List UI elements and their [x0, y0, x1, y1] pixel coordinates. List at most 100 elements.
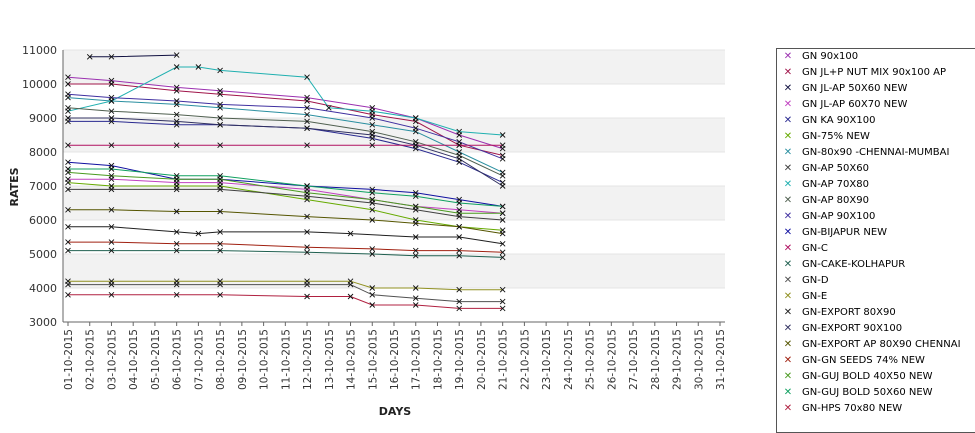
legend-label: GN-AP 90X100	[802, 211, 876, 222]
legend-item: ✕ GN-E	[777, 289, 975, 305]
legend-item: ✕ GN KA 90X100	[777, 113, 975, 129]
data-point-marker	[65, 186, 71, 193]
series	[65, 247, 506, 261]
x-axis-title: DAYS	[379, 405, 412, 418]
legend-marker-icon: ✕	[783, 99, 793, 110]
data-point-marker	[108, 142, 115, 149]
data-point-marker	[499, 217, 506, 223]
legend-item: ✕ GN-CAKE-KOLHAPUR	[777, 257, 975, 273]
y-tick-label: 11000	[22, 44, 57, 57]
legend-label: GN JL+P NUT MIX 90x100 AP	[802, 67, 946, 78]
x-tick-label: 24-10-2015	[563, 329, 575, 390]
x-tick-label: 22-10-2015	[519, 329, 531, 390]
y-tick-label: 6000	[29, 214, 57, 227]
x-tick-label: 20-10-2015	[476, 329, 488, 390]
series	[65, 142, 506, 149]
data-point-marker	[499, 172, 506, 179]
series	[65, 64, 506, 138]
data-point-marker	[499, 203, 506, 210]
legend-item: ✕ GN-GUJ BOLD 40X50 NEW	[777, 369, 975, 385]
legend-label: GN-BIJAPUR NEW	[802, 227, 888, 238]
legend-item: ✕ GN-80x90 -CHENNAI-MUMBAI	[777, 145, 975, 161]
data-point-marker	[108, 223, 115, 230]
data-point-marker	[65, 179, 71, 186]
data-point-marker	[173, 278, 180, 285]
data-point-marker	[499, 254, 506, 261]
legend-item: ✕ GN JL+P NUT MIX 90x100 AP	[777, 65, 975, 81]
data-point-marker	[369, 302, 376, 308]
data-point-marker	[412, 247, 419, 254]
data-point-marker	[108, 94, 115, 101]
y-tick-label: 3000	[29, 316, 57, 329]
data-point-marker	[65, 223, 71, 230]
data-point-marker	[173, 247, 180, 254]
data-point-marker	[304, 293, 310, 300]
data-point-marker	[499, 298, 506, 305]
series-line	[68, 284, 503, 303]
data-point-marker	[369, 285, 376, 291]
grid-band	[63, 118, 725, 152]
data-point-marker	[173, 98, 180, 104]
y-axis-title: RATES	[8, 167, 21, 206]
data-point-marker	[304, 125, 310, 132]
data-point-marker	[108, 81, 115, 87]
data-point-marker	[217, 101, 223, 108]
data-point-marker	[412, 115, 419, 121]
data-point-marker	[369, 217, 376, 223]
series	[65, 291, 506, 312]
legend-label: GN-EXPORT 80X90	[802, 307, 896, 318]
data-point-marker	[499, 210, 506, 217]
data-point-marker	[217, 229, 223, 235]
legend-item: ✕ GN-EXPORT 90X100	[777, 321, 975, 337]
data-point-marker	[347, 278, 354, 285]
series	[65, 186, 506, 223]
data-point-marker	[65, 104, 71, 111]
legend-marker-icon: ✕	[783, 307, 793, 318]
x-tick-label: 30-10-2015	[693, 329, 705, 390]
data-point-marker	[369, 196, 376, 203]
data-point-marker	[499, 132, 506, 138]
x-tick-label: 25-10-2015	[585, 329, 597, 390]
y-tick-label: 10000	[22, 78, 57, 91]
legend-item: ✕ GN 90x100	[777, 49, 975, 65]
legend-label: GN-EXPORT AP 80X90 CHENNAI	[802, 339, 961, 350]
x-tick-label: 31-10-2015	[715, 329, 727, 390]
legend-label: GN-E	[802, 291, 828, 302]
data-point-marker	[304, 74, 310, 81]
data-point-marker	[108, 278, 115, 285]
x-tick-label: 19-10-2015	[454, 329, 466, 390]
series-line	[68, 294, 503, 309]
y-tick-label: 7000	[29, 180, 57, 193]
data-point-marker	[86, 53, 93, 60]
legend-marker-icon: ✕	[783, 115, 793, 126]
legend-label: GN-AP 80X90	[802, 195, 869, 206]
x-tick-label: 06-10-2015	[172, 329, 184, 390]
data-point-marker	[369, 142, 376, 149]
data-point-marker	[173, 240, 180, 247]
data-point-marker	[347, 230, 354, 237]
axes: 3000 4000 5000 6000 7000 8000 9000 10000 11000 01…	[22, 44, 727, 390]
legend-item: ✕ GN-GUJ BOLD 50X60 NEW	[777, 385, 975, 401]
data-point-marker	[499, 183, 506, 189]
legend-item: ✕ GN-75% NEW	[777, 129, 975, 145]
legend-item: ✕ GN-D	[777, 273, 975, 289]
x-tick-label: 02-10-2015	[85, 329, 97, 390]
series-line	[68, 280, 503, 291]
y-tick-label: 9000	[29, 112, 57, 125]
data-point-marker	[369, 189, 376, 196]
legend-marker-icon: ✕	[783, 403, 793, 414]
series-lines	[65, 52, 506, 312]
data-point-marker	[65, 166, 71, 172]
legend-marker-icon: ✕	[783, 179, 793, 190]
series	[65, 278, 506, 293]
data-point-marker	[412, 125, 419, 132]
legend-marker-icon: ✕	[783, 83, 793, 94]
data-point-marker	[456, 234, 463, 240]
legend-item: ✕ GN-BIJAPUR NEW	[777, 225, 975, 241]
data-point-marker	[412, 302, 419, 308]
data-point-marker	[304, 249, 310, 256]
series-line	[68, 226, 503, 245]
data-point-marker	[456, 210, 463, 217]
legend-marker-icon: ✕	[783, 339, 793, 350]
